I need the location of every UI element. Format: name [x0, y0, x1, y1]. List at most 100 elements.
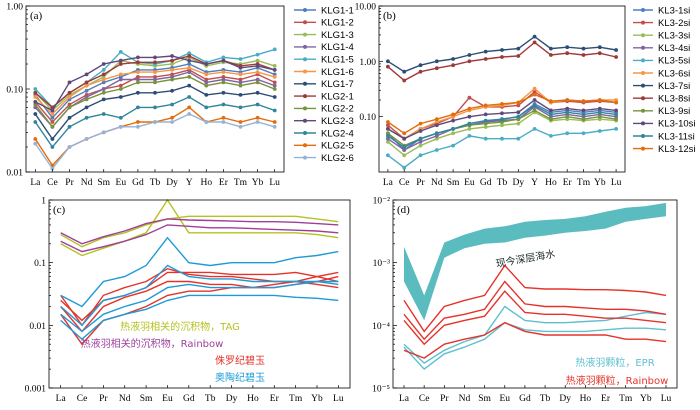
data-point [153, 120, 157, 124]
data-point [170, 102, 175, 107]
x-tick-label: Lu [333, 394, 344, 404]
data-point [84, 88, 89, 93]
x-tick-label: Er [219, 178, 229, 188]
data-point [221, 58, 226, 63]
data-point [386, 134, 390, 138]
x-tick-label: Y [186, 178, 193, 188]
data-point [565, 110, 570, 115]
x-tick-label: Gd [132, 178, 144, 188]
data-point [33, 120, 38, 124]
data-point [238, 65, 243, 70]
data-point [451, 131, 455, 136]
x-tick-label: Yb [640, 394, 652, 404]
data-point [434, 59, 439, 64]
data-point [204, 62, 209, 66]
data-point [516, 121, 521, 126]
data-point [101, 62, 106, 66]
legend-marker [641, 8, 645, 12]
data-point [386, 153, 390, 158]
data-point [451, 112, 455, 117]
x-tick-label: Tb [540, 394, 551, 404]
series-line [403, 305, 667, 364]
data-point [118, 50, 123, 54]
data-point [467, 126, 472, 131]
data-point [153, 70, 157, 74]
data-point [272, 120, 277, 124]
data-point [153, 75, 157, 79]
x-tick-label: Lu [611, 178, 622, 188]
data-point [187, 83, 192, 88]
data-point [500, 102, 504, 106]
x-tick-label: Sm [140, 394, 153, 404]
data-point [153, 80, 157, 85]
data-point [221, 115, 226, 120]
data-point [255, 120, 260, 124]
data-point [581, 131, 586, 136]
data-point [33, 112, 38, 116]
data-point [204, 80, 209, 85]
legend-marker [303, 118, 307, 123]
legend-label: KLG2-2 [321, 104, 354, 115]
data-point [467, 95, 472, 100]
data-point [221, 77, 226, 82]
legend-label: KLG2-3 [321, 116, 354, 127]
data-point [614, 100, 618, 105]
data-point [532, 98, 537, 102]
data-point [67, 90, 72, 95]
x-tick-label: Tm [234, 178, 248, 188]
data-point [33, 100, 38, 104]
data-point [136, 90, 140, 95]
y-tick-label: 10⁻² [373, 197, 391, 207]
data-point [565, 114, 570, 119]
legend-label: KL3-6si [658, 68, 690, 79]
legend-label: KLG1-5 [321, 55, 354, 66]
data-point [597, 110, 602, 115]
x-tick-label: Tm [619, 394, 633, 404]
x-tick-label: Eu [464, 178, 475, 188]
x-tick-label: Gd [480, 178, 492, 188]
legend-marker [641, 146, 645, 151]
legend-label: KL3-2si [658, 18, 690, 29]
data-point [402, 78, 407, 83]
data-point [500, 55, 504, 59]
x-tick-label: Ho [247, 394, 259, 404]
data-point [84, 137, 89, 141]
series-line [403, 321, 667, 359]
data-point [532, 86, 537, 91]
data-point [101, 90, 106, 95]
data-point [434, 66, 439, 71]
plot-frame [392, 199, 678, 389]
data-point [614, 117, 618, 122]
data-point [50, 115, 55, 120]
x-tick-label: Lu [269, 178, 280, 188]
legend-label: KLG2-5 [321, 141, 354, 152]
x-tick-label: Nd [119, 394, 131, 404]
data-point [50, 108, 55, 113]
data-point [402, 131, 407, 136]
plot-frame [378, 5, 626, 173]
data-point [67, 80, 72, 85]
data-point [255, 58, 260, 63]
y-tick-label: 0.10 [359, 113, 376, 123]
data-point [451, 143, 455, 148]
x-tick-label: Ce [77, 394, 88, 404]
legend-marker [303, 131, 307, 135]
data-point [50, 124, 55, 129]
data-point [118, 115, 123, 120]
data-point [84, 115, 89, 120]
series-line [60, 294, 339, 341]
x-tick-label: Er [270, 394, 280, 404]
data-point [532, 126, 537, 131]
x-tick-label: Y [531, 178, 538, 188]
x-tick-label: Ho [545, 178, 557, 188]
data-point [50, 112, 55, 116]
data-point [402, 165, 407, 170]
data-point [118, 77, 123, 82]
data-point [187, 70, 192, 74]
data-point [565, 106, 570, 111]
data-point [187, 62, 192, 66]
legend-marker [641, 108, 645, 113]
panel-b: 0.10 1.00 10.00 La Ce Pr Nd Sm Eu Gd Tb Dy Y Ho Er Tm Yb… [355, 3, 696, 189]
data-point [467, 121, 472, 126]
data-point [204, 83, 209, 88]
